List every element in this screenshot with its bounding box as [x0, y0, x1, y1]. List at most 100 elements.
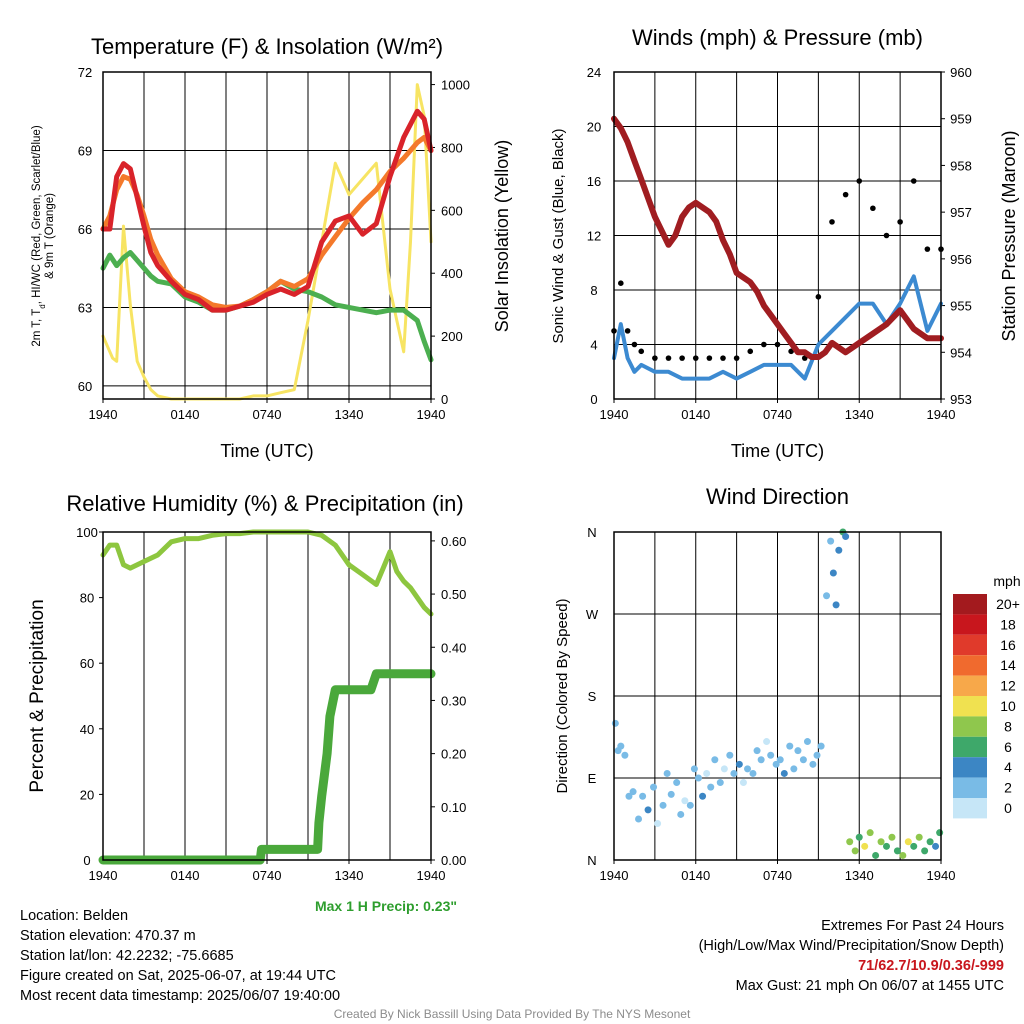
x-tick-label: 1940	[927, 407, 956, 422]
y-tick-label-right: 400	[441, 266, 463, 281]
y-tick-label-left: 16	[587, 174, 601, 189]
y-tick-label-left: 69	[78, 143, 92, 158]
x-tick-label: 1340	[335, 868, 364, 883]
y-tick-label: N	[587, 853, 596, 868]
x-tick-label: 1340	[845, 407, 874, 422]
y-tick-label-right: 0.10	[441, 800, 466, 815]
legend-label: 14	[1000, 657, 1016, 673]
humidity-chart: 1940 0140 0740 1340 19400204060801000.000.10…	[27, 491, 466, 914]
direction-point	[776, 756, 784, 764]
precip-annotation: Max 1 H Precip: 0.23"	[315, 898, 457, 914]
direction-point	[726, 751, 734, 759]
gust-point	[706, 355, 713, 361]
x-tick-label: 1940	[927, 868, 956, 883]
direction-point	[790, 765, 798, 773]
gust-point	[829, 219, 835, 225]
y-tick-label-right: 1000	[441, 78, 470, 93]
credit-line: Created By Nick Bassill Using Data Provi…	[333, 1007, 691, 1021]
direction-point	[699, 792, 707, 800]
legend-label: 4	[1004, 759, 1012, 775]
direction-point	[617, 742, 625, 750]
y-tick-label-right: 959	[950, 112, 972, 127]
plot-frame	[102, 531, 432, 861]
x-tick-label: 0740	[253, 868, 282, 883]
legend-label: 20+	[996, 596, 1020, 612]
station-latlon: Station lat/lon: 42.2232; -75.6685	[20, 948, 234, 964]
y-tick-label-right: 800	[441, 140, 463, 155]
direction-point	[654, 820, 662, 828]
y-tick-label-right: 956	[950, 252, 972, 267]
gust-point	[897, 219, 903, 225]
direction-point	[799, 756, 807, 764]
chart-title: Wind Direction	[706, 484, 849, 509]
direction-point	[817, 742, 825, 750]
direction-point	[650, 783, 658, 791]
temp_2m-line	[100, 108, 434, 313]
legend-swatch	[953, 614, 987, 635]
y-tick-label-left: 24	[587, 65, 601, 80]
legend-swatch	[953, 594, 987, 615]
y-tick-label-right: 0.00	[441, 853, 466, 868]
extremes-title: Extremes For Past 24 Hours	[821, 918, 1004, 934]
gust-point	[815, 294, 822, 300]
chart-title: Temperature (F) & Insolation (W/m²)	[91, 34, 443, 59]
direction-point	[794, 747, 802, 755]
gust-point	[910, 178, 917, 184]
direction-point	[703, 769, 711, 777]
y-axis-label-left: Percent & Precipitation	[27, 599, 48, 792]
gust-point	[883, 232, 890, 239]
station-elevation: Station elevation: 470.37 m	[20, 928, 196, 944]
y-tick-label-right: 0.30	[441, 693, 466, 708]
direction-point	[893, 847, 901, 855]
direction-point	[872, 851, 880, 859]
direction-point	[842, 533, 850, 541]
direction-point	[644, 806, 652, 814]
legend-label: 18	[1000, 616, 1016, 632]
gust-point	[679, 355, 685, 361]
direction-point	[739, 779, 747, 787]
y-tick-label-right: 200	[441, 329, 463, 344]
direction-point	[851, 847, 859, 855]
gust-point	[720, 355, 726, 361]
direction-point	[780, 769, 788, 777]
figure-created: Figure created on Sat, 2025-06-07, at 19…	[20, 968, 336, 984]
gust-point	[761, 341, 767, 348]
direction-point	[827, 537, 835, 545]
direction-point	[772, 760, 780, 768]
direction-point	[659, 801, 667, 809]
direction-point	[763, 738, 771, 746]
y-tick-label-left: 0	[590, 392, 597, 407]
station-info: Location: Belden Station elevation: 470.…	[20, 906, 340, 1006]
y-tick-label-left: 66	[78, 222, 92, 237]
direction-point	[866, 829, 874, 837]
x-tick-label: 1940	[417, 868, 446, 883]
extremes-info: Extremes For Past 24 Hours (High/Low/Max…	[699, 916, 1004, 996]
gust-point	[638, 348, 645, 355]
direction-point	[753, 747, 761, 755]
y-tick-label: N	[587, 525, 596, 540]
y-tick-label-left: 0	[83, 853, 90, 868]
y-tick-label-right: 600	[441, 203, 463, 218]
y-axis-label-left: Sonic Wind & Gust (Blue, Black)	[550, 128, 567, 343]
pressure-line	[611, 115, 944, 360]
x-tick-label: 0740	[253, 407, 282, 422]
x-tick-label: 1940	[89, 407, 118, 422]
legend-label: 10	[1000, 698, 1016, 714]
legend-title: mph	[993, 573, 1020, 589]
direction-point	[883, 842, 890, 850]
legend-label: 6	[1004, 739, 1012, 755]
gust-point	[652, 355, 658, 361]
y-tick-label-left: 63	[78, 300, 92, 315]
direction-point	[621, 751, 629, 759]
x-tick-label: 0740	[763, 868, 792, 883]
y-tick-label-right: 0.50	[441, 587, 466, 602]
direction-point	[686, 801, 694, 809]
direction-point	[813, 751, 821, 759]
gust-point	[733, 355, 740, 361]
x-tick-label: 1940	[89, 868, 118, 883]
winds-chart: 1940 0140 0740 1340 194004812162024953954955…	[550, 25, 1019, 461]
plot-frame	[613, 71, 942, 400]
direction-point	[861, 842, 869, 850]
legend-swatch	[953, 716, 987, 737]
x-tick-label: 0140	[681, 407, 710, 422]
